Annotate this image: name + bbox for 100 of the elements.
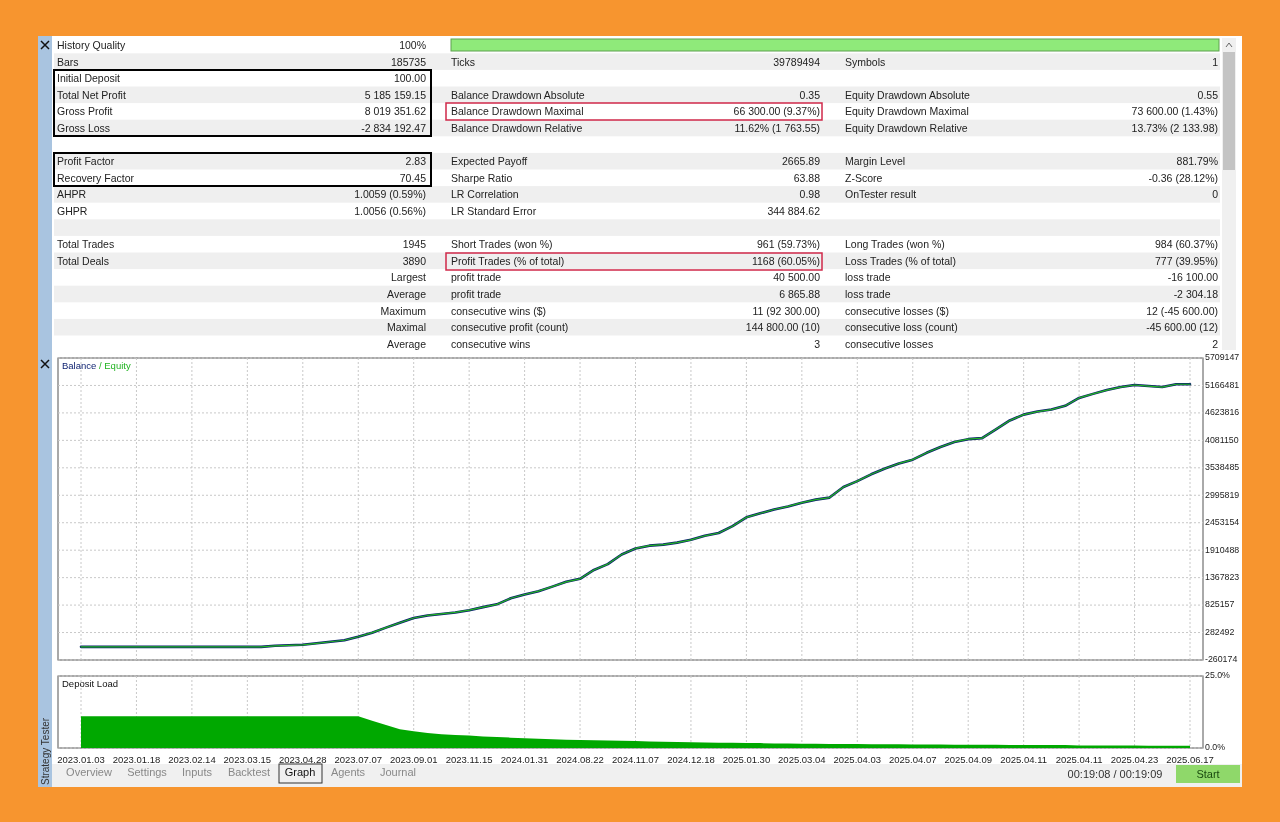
text: Strategy Tester xyxy=(40,717,51,785)
x-tick-label: 2023.04.28 xyxy=(279,754,327,765)
text: 66 300.00 (9.37%) xyxy=(733,105,820,118)
text: consecutive loss (count) xyxy=(845,321,958,334)
text: Inputs xyxy=(182,766,213,778)
text: consecutive profit (count) xyxy=(451,321,569,334)
x-tick-label: 2023.03.15 xyxy=(223,754,272,765)
text: 1168 (60.05%) xyxy=(751,254,820,267)
text: Balance Drawdown Maximal xyxy=(451,105,584,118)
text: Profit Trades (% of total) xyxy=(451,254,565,267)
text: Profit Factor xyxy=(57,155,115,168)
text: GHPR xyxy=(57,205,88,217)
y-tick-label: 5709147 xyxy=(1205,352,1240,363)
text: -2 834 192.47 xyxy=(361,122,427,134)
text: 961 (59.73%) xyxy=(756,238,820,251)
x-tick-label: 2024.08.22 xyxy=(556,754,604,765)
text: loss trade xyxy=(845,288,891,300)
x-tick-label: 2025.04.09 xyxy=(944,754,992,765)
text: -2 304.18 xyxy=(1173,288,1219,300)
x-tick-label: 2023.01.18 xyxy=(112,754,161,765)
text: Bars xyxy=(57,55,79,68)
text: 777 (39.95%) xyxy=(1154,254,1218,267)
text: 1945 xyxy=(402,238,427,251)
y-tick-label: 0.0% xyxy=(1205,742,1226,753)
text: -45 600.00 (12) xyxy=(1146,321,1218,334)
text: Expected Payoff xyxy=(451,155,528,168)
x-tick-label: 2023.07.07 xyxy=(334,754,383,765)
text: 344 884.62 xyxy=(767,205,821,217)
text: LR Correlation xyxy=(451,188,519,201)
y-tick-label: 25.0% xyxy=(1205,670,1231,681)
text: Total Net Profit xyxy=(57,88,126,101)
y-tick-label: 1367823 xyxy=(1205,571,1240,582)
text: Balance xyxy=(62,360,97,371)
text: Total Deals xyxy=(57,254,109,267)
text: Journal xyxy=(379,766,417,778)
text: 185735 xyxy=(390,55,427,68)
x-tick-label: 2025.04.03 xyxy=(833,754,882,765)
text: 3 xyxy=(814,337,821,350)
text: Start xyxy=(1196,768,1220,780)
text: consecutive losses xyxy=(845,337,934,350)
text: Maximal xyxy=(386,321,426,334)
text: Loss Trades (% of total) xyxy=(845,254,956,267)
x-tick-label: 2023.02.14 xyxy=(168,754,216,765)
y-tick-label: 5166481 xyxy=(1205,379,1240,390)
y-tick-label: 3538485 xyxy=(1205,462,1240,473)
text: Gross Loss xyxy=(57,122,111,134)
y-tick-label: 2453154 xyxy=(1205,517,1240,528)
text: History Quality xyxy=(57,39,127,51)
text: consecutive losses ($) xyxy=(845,304,949,317)
text: LR Standard Error xyxy=(451,205,537,217)
text: 2665.89 xyxy=(782,155,821,168)
text: 0.35 xyxy=(799,88,821,101)
text: -16 100.00 xyxy=(1167,271,1219,284)
x-tick-label: 2025.04.07 xyxy=(888,754,937,765)
text: 6 865.88 xyxy=(779,288,821,300)
x-tick-label: 2024.01.31 xyxy=(500,754,549,765)
y-tick-label: 4081150 xyxy=(1205,434,1239,445)
text: 39789494 xyxy=(773,55,821,68)
text: 11 (92 300.00) xyxy=(752,304,820,317)
y-tick-label: 4623816 xyxy=(1205,407,1240,418)
x-tick-label: 2025.03.04 xyxy=(778,754,826,765)
y-tick-label: 282492 xyxy=(1205,626,1235,637)
text: 144 800.00 (10) xyxy=(745,321,820,334)
text: Maximum xyxy=(380,304,427,317)
text: 1.0059 (0.59%) xyxy=(354,188,426,201)
y-tick-label: 1910488 xyxy=(1205,544,1240,555)
text: Equity Drawdown Absolute xyxy=(845,88,971,101)
x-tick-label: 2023.09.01 xyxy=(389,754,438,765)
text: Balance Drawdown Relative xyxy=(451,122,583,134)
text: Average xyxy=(387,288,427,300)
text: 2 xyxy=(1212,337,1219,350)
text: Symbols xyxy=(845,55,886,68)
text: 0 xyxy=(1212,188,1219,201)
text: Short Trades (won %) xyxy=(451,238,553,251)
x-tick-label: 2023.11.15 xyxy=(445,754,493,765)
text: 63.88 xyxy=(793,171,821,184)
x-tick-label: 2025.04.11 xyxy=(1000,754,1048,765)
text: Long Trades (won %) xyxy=(845,238,945,251)
text: 40 500.00 xyxy=(773,271,821,284)
text: Graph xyxy=(284,766,316,778)
text: Agents xyxy=(330,766,366,778)
text: 1 xyxy=(1212,55,1219,68)
text: 00:19:08 / 00:19:09 xyxy=(1067,768,1163,780)
x-tick-label: 2025.01.30 xyxy=(722,754,771,765)
x-tick-label: 2024.11.07 xyxy=(612,754,659,765)
text: 100% xyxy=(399,39,426,51)
text: Gross Profit xyxy=(57,105,113,118)
x-tick-label: 2025.06.17 xyxy=(1166,754,1214,765)
text: profit trade xyxy=(451,271,502,284)
text: / Equity xyxy=(98,360,131,371)
text: 0.55 xyxy=(1197,88,1219,101)
y-tick-label: -260174 xyxy=(1205,654,1238,665)
text: 0.98 xyxy=(799,188,821,201)
text: 8 019 351.62 xyxy=(364,105,427,118)
text: Settings xyxy=(127,766,168,778)
text: Z-Score xyxy=(845,171,883,184)
text: 12 (-45 600.00) xyxy=(1146,304,1218,317)
text: AHPR xyxy=(57,188,87,201)
text: Average xyxy=(387,337,427,350)
text: consecutive wins ($) xyxy=(451,304,547,317)
